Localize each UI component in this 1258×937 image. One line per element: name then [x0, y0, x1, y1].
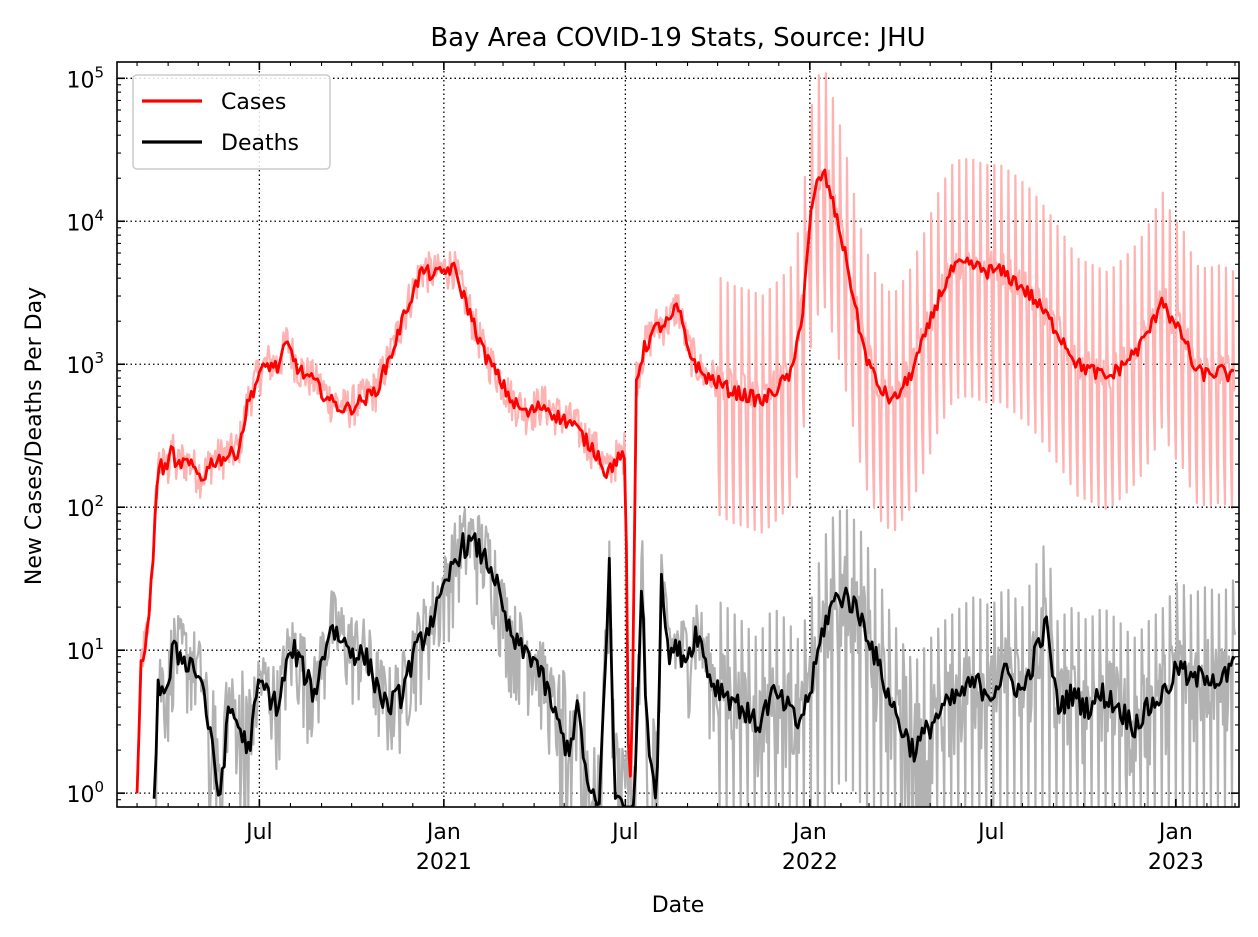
- x-tick-year-label: 2021: [416, 850, 472, 875]
- y-tick-label: 101: [66, 635, 104, 665]
- y-tick-exponent: 2: [94, 492, 104, 510]
- y-tick-exponent: 5: [94, 63, 104, 81]
- y-tick-base: 10: [66, 211, 94, 236]
- y-tick-label: 105: [66, 63, 104, 93]
- x-tick-label: Jul: [976, 820, 1005, 845]
- y-tick-label: 100: [66, 778, 104, 808]
- x-tick-year-label: 2023: [1148, 850, 1204, 875]
- legend: Cases Deaths: [132, 74, 331, 170]
- x-axis-label: Date: [652, 893, 705, 918]
- y-tick-label: 102: [66, 492, 104, 522]
- x-tick-year-label: 2022: [782, 850, 838, 875]
- y-tick-exponent: 0: [94, 778, 104, 796]
- plot-frame: [116, 61, 1240, 808]
- y-tick-exponent: 3: [94, 349, 104, 367]
- deaths-raw-line: [154, 507, 1237, 807]
- y-tick-label: 103: [66, 349, 104, 379]
- x-tick-label: Jul: [244, 820, 273, 845]
- series-group: [135, 72, 1237, 807]
- y-tick-base: 10: [66, 354, 94, 379]
- y-tick-exponent: 4: [94, 206, 104, 224]
- x-tick-label: Jul: [610, 820, 639, 845]
- x-tick-label: Jan: [791, 820, 827, 845]
- legend-label-deaths: Deaths: [221, 131, 299, 156]
- x-tick-label: Jan: [1157, 820, 1193, 845]
- legend-box: [132, 74, 331, 170]
- y-tick-label: 104: [66, 206, 104, 236]
- y-tick-exponent: 1: [94, 635, 104, 653]
- legend-label-cases: Cases: [221, 90, 286, 115]
- y-tick-base: 10: [66, 640, 94, 665]
- x-tick-label: Jan: [425, 820, 461, 845]
- cases-smoothed-line: [135, 168, 1235, 794]
- deaths-smoothed-line: [152, 532, 1236, 807]
- chart-title: Bay Area COVID-19 Stats, Source: JHU: [430, 23, 925, 53]
- y-tick-base: 10: [66, 497, 94, 522]
- y-tick-base: 10: [66, 783, 94, 808]
- y-tick-base: 10: [66, 68, 94, 93]
- y-axis-label: New Cases/Deaths Per Day: [22, 287, 47, 585]
